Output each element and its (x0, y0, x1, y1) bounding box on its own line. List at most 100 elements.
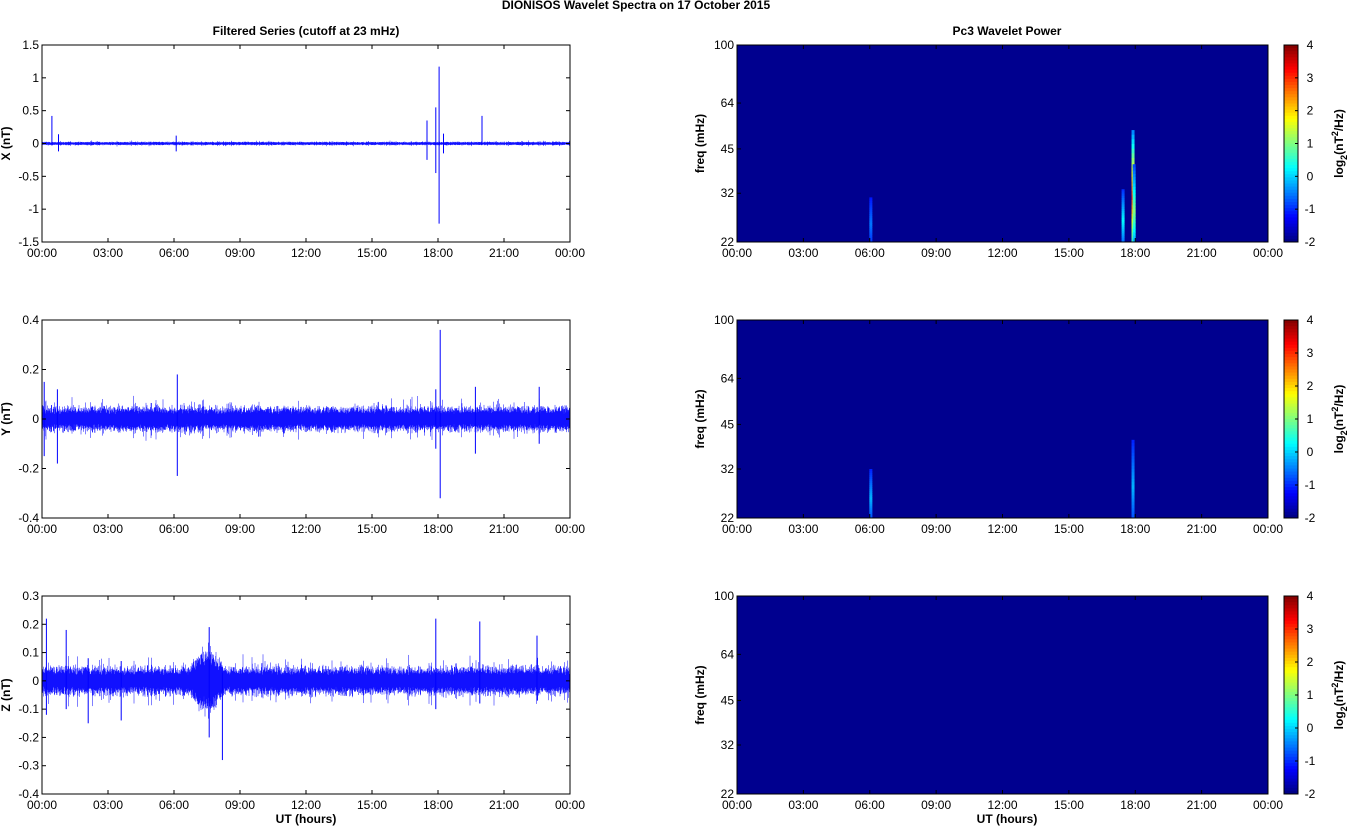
wavelet-feature-cell (1131, 514, 1135, 519)
colorbar-label-part: 2 (1339, 706, 1349, 711)
colorbar-cell (1284, 704, 1298, 708)
series-xtick-label: 03:00 (93, 522, 123, 536)
wavelet-feature-cell (869, 228, 873, 232)
colorbar-cell (1284, 707, 1298, 711)
wavelet-feature-cell (1131, 148, 1135, 154)
colorbar-cell (1284, 487, 1298, 491)
wavelet-feature-cell (1132, 170, 1136, 175)
wavelet-ytick-label: 32 (721, 462, 735, 476)
colorbar-cell (1284, 131, 1298, 135)
colorbar-cell (1284, 115, 1298, 120)
colorbar-label: log2(nT2/Hz) (1330, 109, 1349, 178)
colorbar-cell (1284, 192, 1298, 197)
wavelet-feature-cell (1132, 196, 1136, 201)
wavelet-xtick-label: 00:00 (1253, 246, 1283, 260)
series-ytick-label: 0 (32, 674, 39, 688)
colorbar-cell (1284, 667, 1298, 671)
colorbar-cell (1284, 468, 1298, 473)
series-ytick-label: 0.1 (22, 646, 39, 660)
colorbar-cell (1284, 490, 1298, 494)
right-x-axis-label: UT (hours) (977, 812, 1038, 826)
colorbar-cell (1284, 329, 1298, 333)
series-xtick-label: 21:00 (489, 798, 519, 812)
wavelet-xtick-label: 15:00 (1054, 522, 1084, 536)
wavelet-feature-cell (1131, 153, 1135, 159)
colorbar-cell (1284, 128, 1298, 132)
wavelet-feature-cell (1131, 446, 1135, 451)
colorbar-cell (1284, 419, 1298, 423)
colorbar-cell (1284, 189, 1298, 194)
colorbar-cell (1284, 784, 1298, 789)
colorbar-cell (1284, 100, 1298, 104)
wavelet-feature-cell (869, 201, 873, 204)
colorbar-cell (1284, 403, 1298, 408)
colorbar-cell (1284, 611, 1298, 616)
wavelet-feature-cell (1121, 211, 1125, 214)
series-xtick-label: 00:00 (555, 522, 585, 536)
colorbar-cell (1284, 772, 1298, 776)
figure-title: DIONISOS Wavelet Spectra on 17 October 2… (502, 0, 771, 12)
colorbar-cell (1284, 134, 1298, 138)
wavelet-feature-cell (869, 230, 873, 234)
left-x-axis-label: UT (hours) (276, 812, 337, 826)
wavelet-xtick-label: 00:00 (722, 246, 752, 260)
wavelet-xtick-label: 00:00 (722, 522, 752, 536)
colorbar-cell (1284, 121, 1298, 126)
series-xtick-label: 06:00 (159, 246, 189, 260)
wavelet-feature-cell (1132, 219, 1136, 224)
colorbar-cell (1284, 208, 1298, 212)
wavelet-feature-cell (869, 515, 873, 519)
wavelet-feature-cell (869, 214, 873, 217)
wavelet-feature-cell (1132, 173, 1136, 178)
colorbar-cell (1284, 626, 1298, 631)
wavelet-feature-cell (1131, 501, 1135, 506)
colorbar-cell (1284, 679, 1298, 684)
wavelet-feature-cell (869, 505, 873, 509)
wavelet-xtick-label: 03:00 (788, 522, 818, 536)
colorbar-label-part: /Hz) (1332, 661, 1346, 683)
wavelet-ytick-label: 22 (721, 787, 735, 801)
colorbar-cell (1284, 75, 1298, 80)
colorbar-cell (1284, 660, 1298, 665)
wavelet-ytick-label: 32 (721, 738, 735, 752)
series-xtick-label: 21:00 (489, 522, 519, 536)
wavelet-feature-cell (869, 513, 873, 517)
wavelet-xtick-label: 06:00 (855, 246, 885, 260)
series-ylabel: Y (nT) (0, 402, 13, 436)
colorbar-cell (1284, 198, 1298, 203)
colorbar-tick-label: 2 (1307, 379, 1314, 393)
wavelet-feature-cell (1121, 239, 1125, 243)
colorbar-cell (1284, 91, 1298, 95)
colorbar-cell (1284, 511, 1298, 516)
wavelet-feature-cell (869, 475, 873, 478)
colorbar-cell (1284, 465, 1298, 469)
colorbar-cell (1284, 437, 1298, 442)
wavelet-feature-cell (869, 481, 873, 484)
colorbar-cell (1284, 323, 1298, 327)
wavelet-feature-cell (1132, 209, 1136, 214)
colorbar-cell (1284, 781, 1298, 786)
colorbar-cell (1284, 161, 1298, 166)
wavelet-feature-cell (1121, 228, 1125, 232)
colorbar-cell (1284, 354, 1298, 358)
wavelet-feature-cell (1131, 498, 1135, 503)
wavelet-feature-cell (1131, 462, 1135, 467)
colorbar-cell (1284, 459, 1298, 463)
colorbar-cell (1284, 109, 1298, 114)
wavelet-feature-cell (1132, 222, 1136, 227)
colorbar-cell (1284, 691, 1298, 696)
wavelet-feature-cell (1132, 212, 1136, 217)
colorbar-cell (1284, 602, 1298, 606)
wavelet-xtick-label: 03:00 (788, 246, 818, 260)
wavelet-feature-cell (869, 483, 873, 486)
colorbar-cell (1284, 462, 1298, 466)
colorbar-cell (1284, 412, 1298, 417)
colorbar-cell (1284, 350, 1298, 355)
colorbar-cell (1284, 732, 1298, 736)
series-xtick-label: 12:00 (291, 246, 321, 260)
colorbar-label: log2(nT2/Hz) (1330, 661, 1349, 730)
wavelet-ytick-label: 22 (721, 511, 735, 525)
wavelet-xtick-label: 00:00 (1253, 798, 1283, 812)
colorbar-cell (1284, 477, 1298, 482)
